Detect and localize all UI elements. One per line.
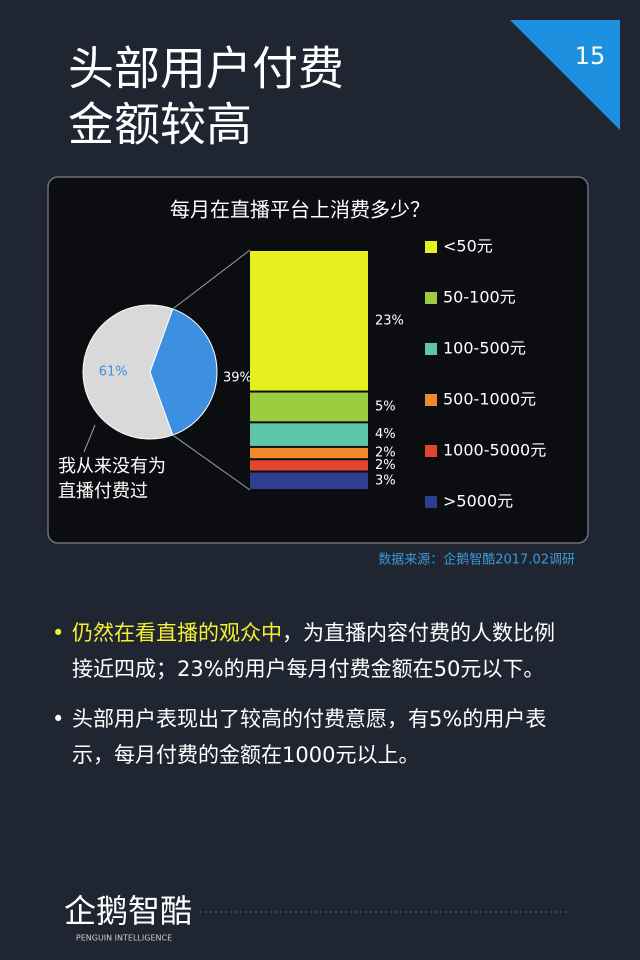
bar-label: 2% [375,446,396,461]
title-line: 金额较高 [68,98,252,152]
bullet-line: 头部用户表现出了较高的付费意愿，有5%的用户表 [72,701,612,737]
legend-label: 100-500元 [443,339,526,358]
bullet-line: 仍然在看直播的观众中，为直播内容付费的人数比例 [72,615,612,651]
legend-label: >5000元 [443,492,513,511]
breakdown-bar [250,472,368,489]
bullet-text: 示，每月付费的金额在1000元以上。 [72,743,420,767]
page-number: 15 [575,42,606,70]
bullet-text: ，为直播内容付费的人数比例 [282,621,555,645]
legend-swatch [425,394,437,406]
bar-label: 5% [375,399,396,414]
bullet-text: 头部用户表现出了较高的付费意愿，有5%的用户表 [72,707,547,731]
pie-slice [82,304,174,440]
breakdown-bar [250,251,368,391]
legend-label: 50-100元 [443,288,516,307]
annotation-pointer [83,424,96,453]
breakdown-bar [250,447,368,459]
connector [172,434,251,491]
title-line: 头部用户付费 [68,42,344,96]
connector [172,249,251,310]
bullet-line: 示，每月付费的金额在1000元以上。 [72,737,612,773]
bullet-text: 接近四成；23%的用户每月付费金额在50元以下。 [72,657,545,681]
pie-slice [149,308,218,436]
breakdown-bar [250,392,368,422]
pie-label: 39% [223,371,252,386]
source: 数据来源：企鹅智酷2017.02调研 [378,552,575,568]
bar-label: 3% [375,473,396,488]
legend-swatch [425,496,437,508]
logo-name: 企鹅智酷 [64,892,192,930]
pie-label: 61% [99,365,128,380]
legend-swatch [425,241,437,253]
legend-label: 500-1000元 [443,390,536,409]
bullet-line: 接近四成；23%的用户每月付费金额在50元以下。 [72,651,612,687]
corner-badge [510,20,620,130]
annotation: 直播付费过 [58,481,148,502]
annotation: 我从来没有为 [58,456,166,477]
bar-label: 23% [375,313,404,328]
highlight: 仍然在看直播的观众中 [72,621,282,645]
bullet-list: • 仍然在看直播的观众中，为直播内容付费的人数比例接近四成；23%的用户每月付费金… [52,615,612,787]
chart-title: 每月在直播平台上消费多少？ [170,198,430,222]
logo-subtitle: PENGUIN INTELLIGENCE [76,934,172,943]
bar-label: 2% [375,458,396,473]
breakdown-bar [250,423,368,446]
legend-swatch [425,445,437,457]
bullet: • 头部用户表现出了较高的付费意愿，有5%的用户表 示，每月付费的金额在1000元以… [52,701,612,773]
bar-label: 4% [375,427,396,442]
legend-swatch [425,343,437,355]
legend-label: <50元 [443,237,493,256]
bullet-mark: • [52,707,65,731]
legend-label: 1000-5000元 [443,441,546,460]
legend-swatch [425,292,437,304]
bullet: • 仍然在看直播的观众中，为直播内容付费的人数比例接近四成；23%的用户每月付费金… [52,615,612,687]
bullet-mark: • [52,621,65,645]
breakdown-bar [250,460,368,471]
